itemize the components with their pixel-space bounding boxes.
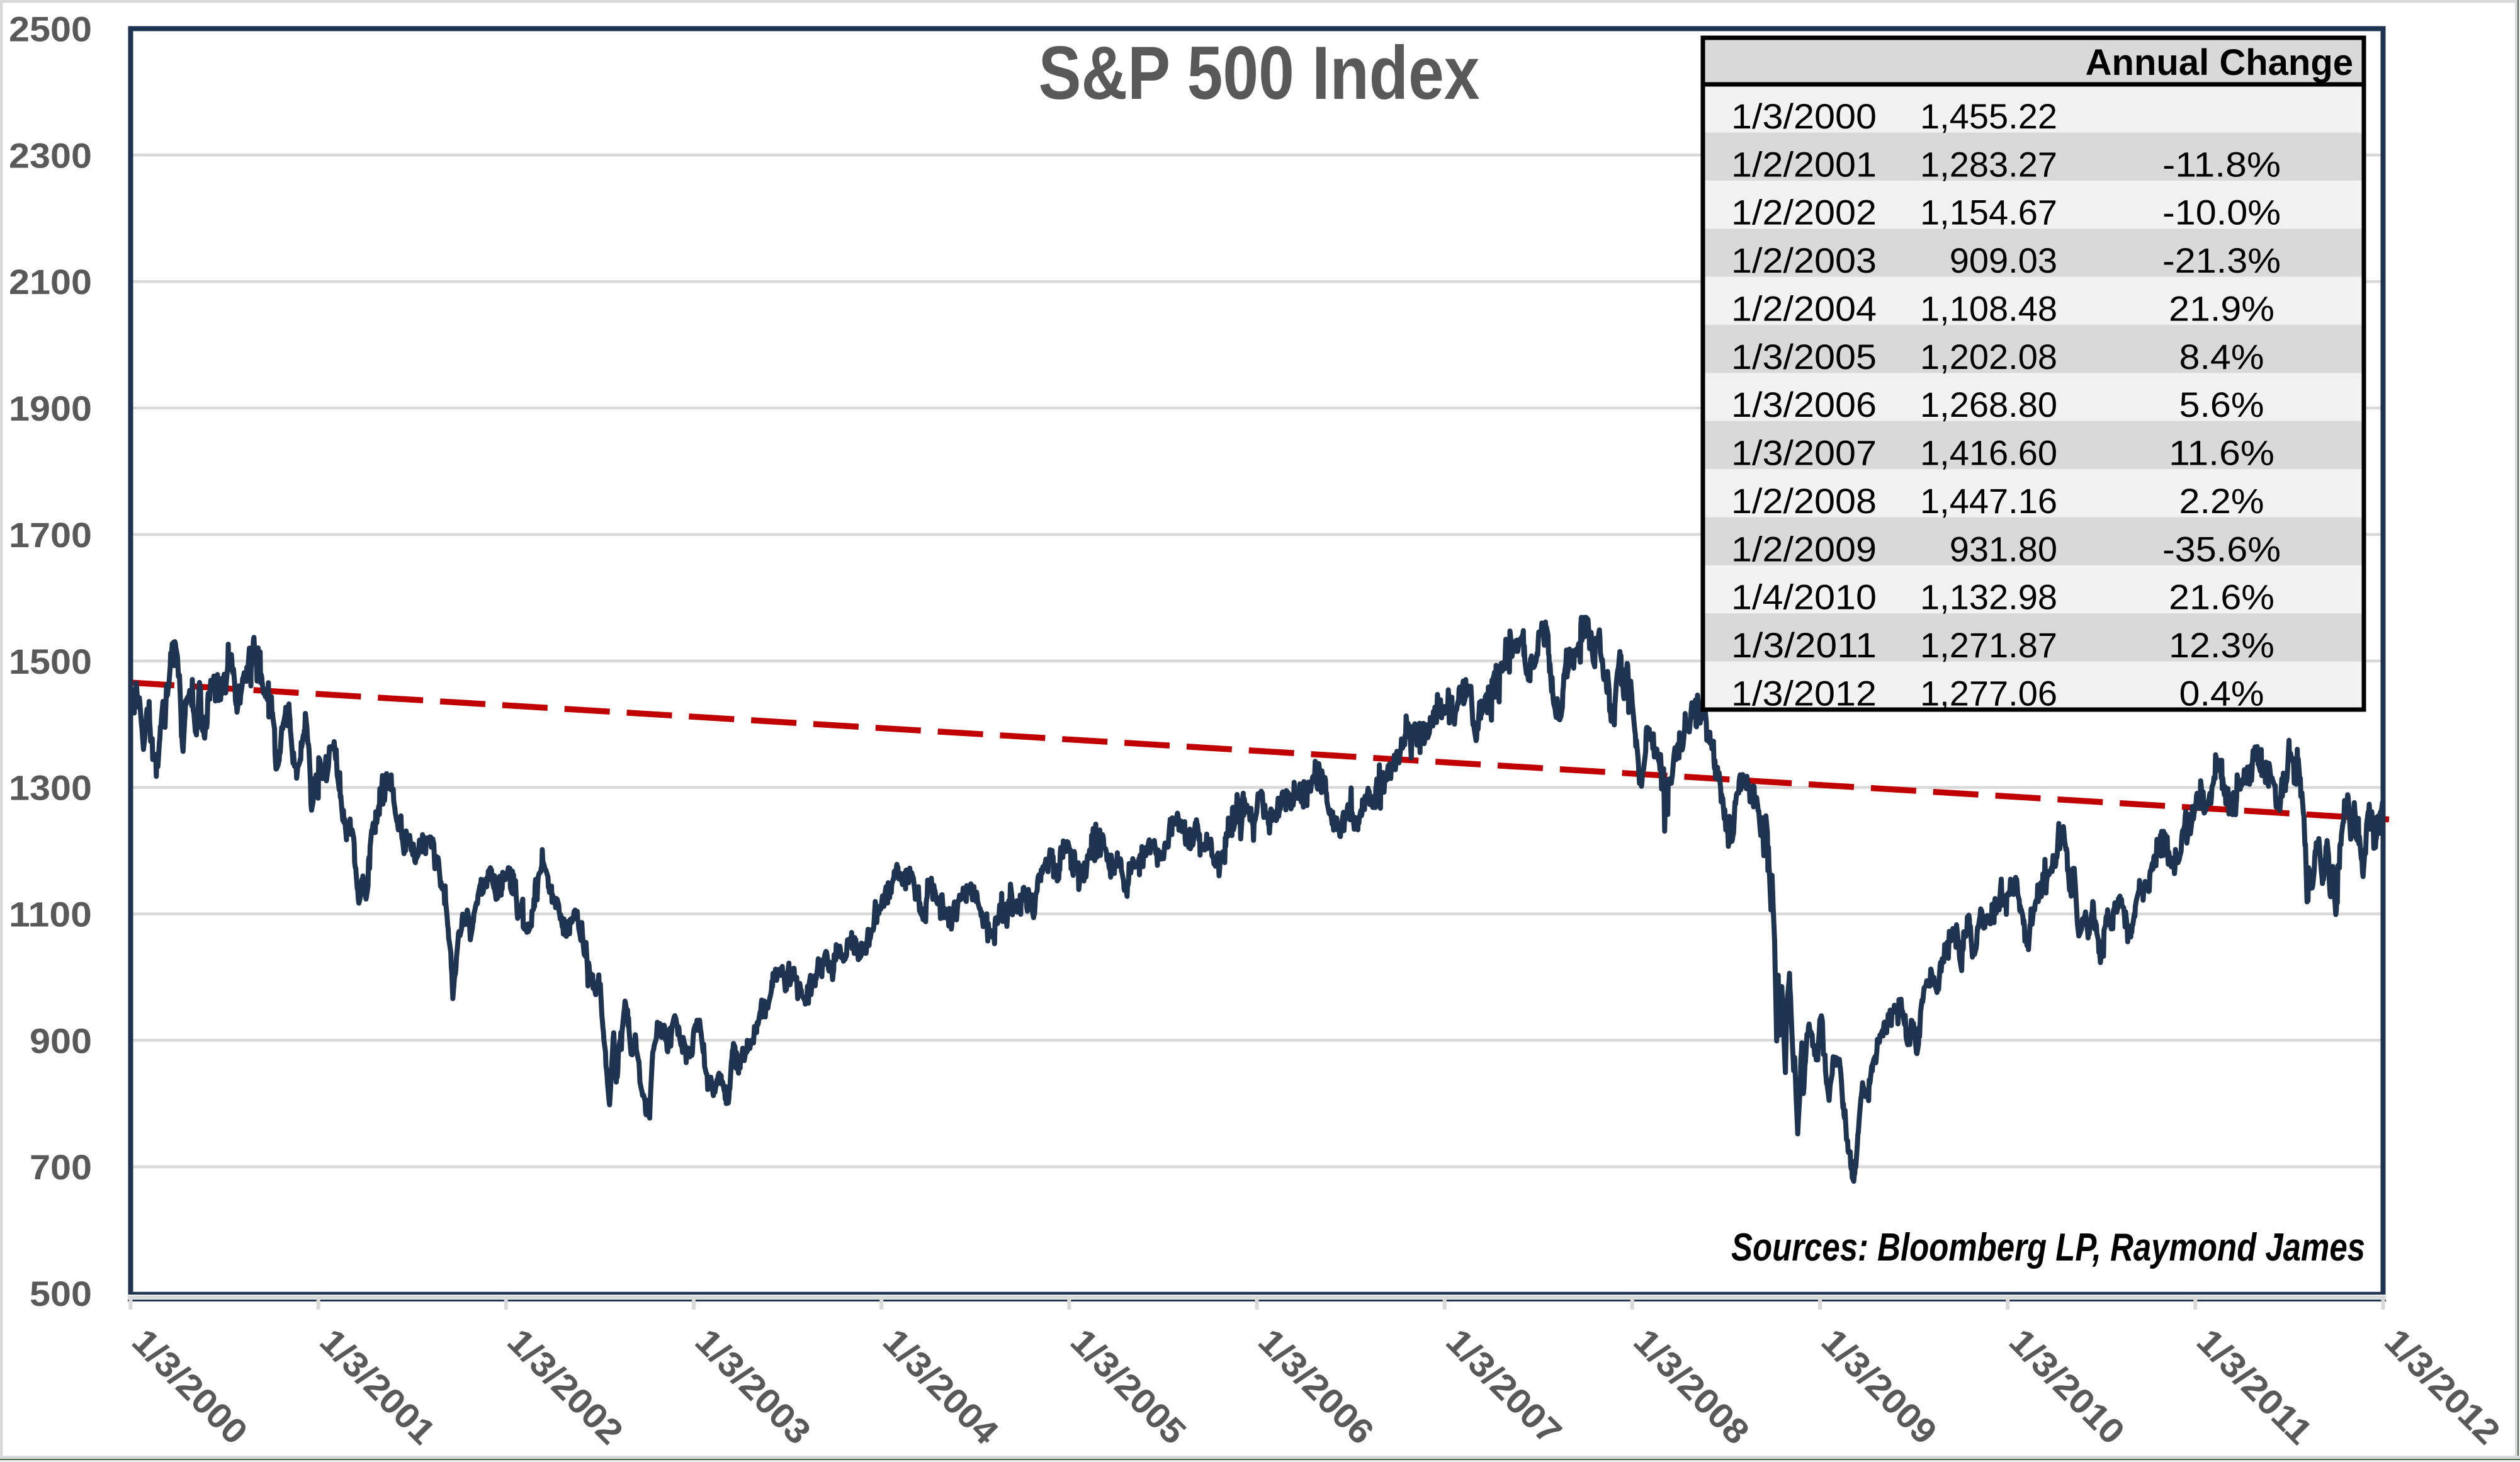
svg-text:1/4/2010: 1/4/2010	[1731, 577, 1877, 617]
svg-text:1/2/2003: 1/2/2003	[1731, 241, 1877, 280]
svg-text:21.6%: 21.6%	[2169, 577, 2274, 617]
svg-text:1,268.80: 1,268.80	[1920, 385, 2057, 424]
svg-text:1300: 1300	[9, 768, 92, 808]
svg-text:931.80: 931.80	[1950, 529, 2057, 569]
svg-text:1,271.87: 1,271.87	[1920, 625, 2057, 665]
svg-text:1,283.27: 1,283.27	[1920, 144, 2057, 184]
svg-text:1100: 1100	[9, 895, 92, 934]
svg-text:S&P 500 Index: S&P 500 Index	[1039, 31, 1480, 115]
svg-text:1,277.06: 1,277.06	[1920, 674, 2057, 713]
svg-text:1500: 1500	[9, 642, 92, 681]
svg-text:1,202.08: 1,202.08	[1920, 337, 2057, 377]
svg-text:1700: 1700	[9, 515, 92, 555]
svg-text:-35.6%: -35.6%	[2162, 529, 2281, 569]
svg-text:1/3/2012: 1/3/2012	[1731, 674, 1877, 713]
svg-text:1,447.16: 1,447.16	[1920, 481, 2057, 521]
svg-text:21.9%: 21.9%	[2169, 288, 2274, 328]
svg-text:1/2/2002: 1/2/2002	[1731, 193, 1877, 232]
svg-text:1900: 1900	[9, 388, 92, 428]
svg-text:909.03: 909.03	[1950, 241, 2057, 280]
svg-text:1/3/2011: 1/3/2011	[1731, 625, 1877, 665]
svg-text:11.6%: 11.6%	[2169, 433, 2274, 473]
svg-text:2100: 2100	[9, 262, 92, 302]
svg-text:1/3/2006: 1/3/2006	[1731, 385, 1877, 424]
svg-text:-10.0%: -10.0%	[2162, 193, 2281, 232]
svg-text:1,416.60: 1,416.60	[1920, 433, 2057, 473]
svg-text:1/3/2007: 1/3/2007	[1731, 433, 1877, 473]
svg-text:1,154.67: 1,154.67	[1920, 193, 2057, 232]
svg-text:2500: 2500	[9, 9, 92, 49]
svg-text:Sources: Bloomberg LP, Raymond: Sources: Bloomberg LP, Raymond James	[1731, 1226, 2365, 1269]
svg-text:1/2/2009: 1/2/2009	[1731, 529, 1877, 569]
svg-text:1/3/2000: 1/3/2000	[1731, 96, 1877, 136]
svg-text:1,108.48: 1,108.48	[1920, 288, 2057, 328]
svg-text:12.3%: 12.3%	[2169, 625, 2274, 665]
svg-text:1/3/2005: 1/3/2005	[1731, 337, 1877, 377]
svg-text:1/2/2001: 1/2/2001	[1731, 144, 1877, 184]
svg-text:8.4%: 8.4%	[2179, 337, 2264, 377]
svg-text:0.4%: 0.4%	[2179, 674, 2264, 713]
svg-text:1/2/2008: 1/2/2008	[1731, 481, 1877, 521]
svg-text:1/2/2004: 1/2/2004	[1731, 288, 1877, 328]
svg-text:2300: 2300	[9, 135, 92, 175]
svg-text:700: 700	[30, 1147, 92, 1187]
svg-text:Annual Change: Annual Change	[2086, 42, 2353, 83]
svg-text:2.2%: 2.2%	[2179, 481, 2264, 521]
svg-text:900: 900	[30, 1021, 92, 1060]
svg-text:1,132.98: 1,132.98	[1920, 577, 2057, 617]
svg-text:-21.3%: -21.3%	[2162, 241, 2281, 280]
svg-text:-11.8%: -11.8%	[2162, 144, 2281, 184]
svg-text:500: 500	[30, 1274, 92, 1313]
svg-text:5.6%: 5.6%	[2179, 385, 2264, 424]
svg-text:1,455.22: 1,455.22	[1920, 96, 2057, 136]
